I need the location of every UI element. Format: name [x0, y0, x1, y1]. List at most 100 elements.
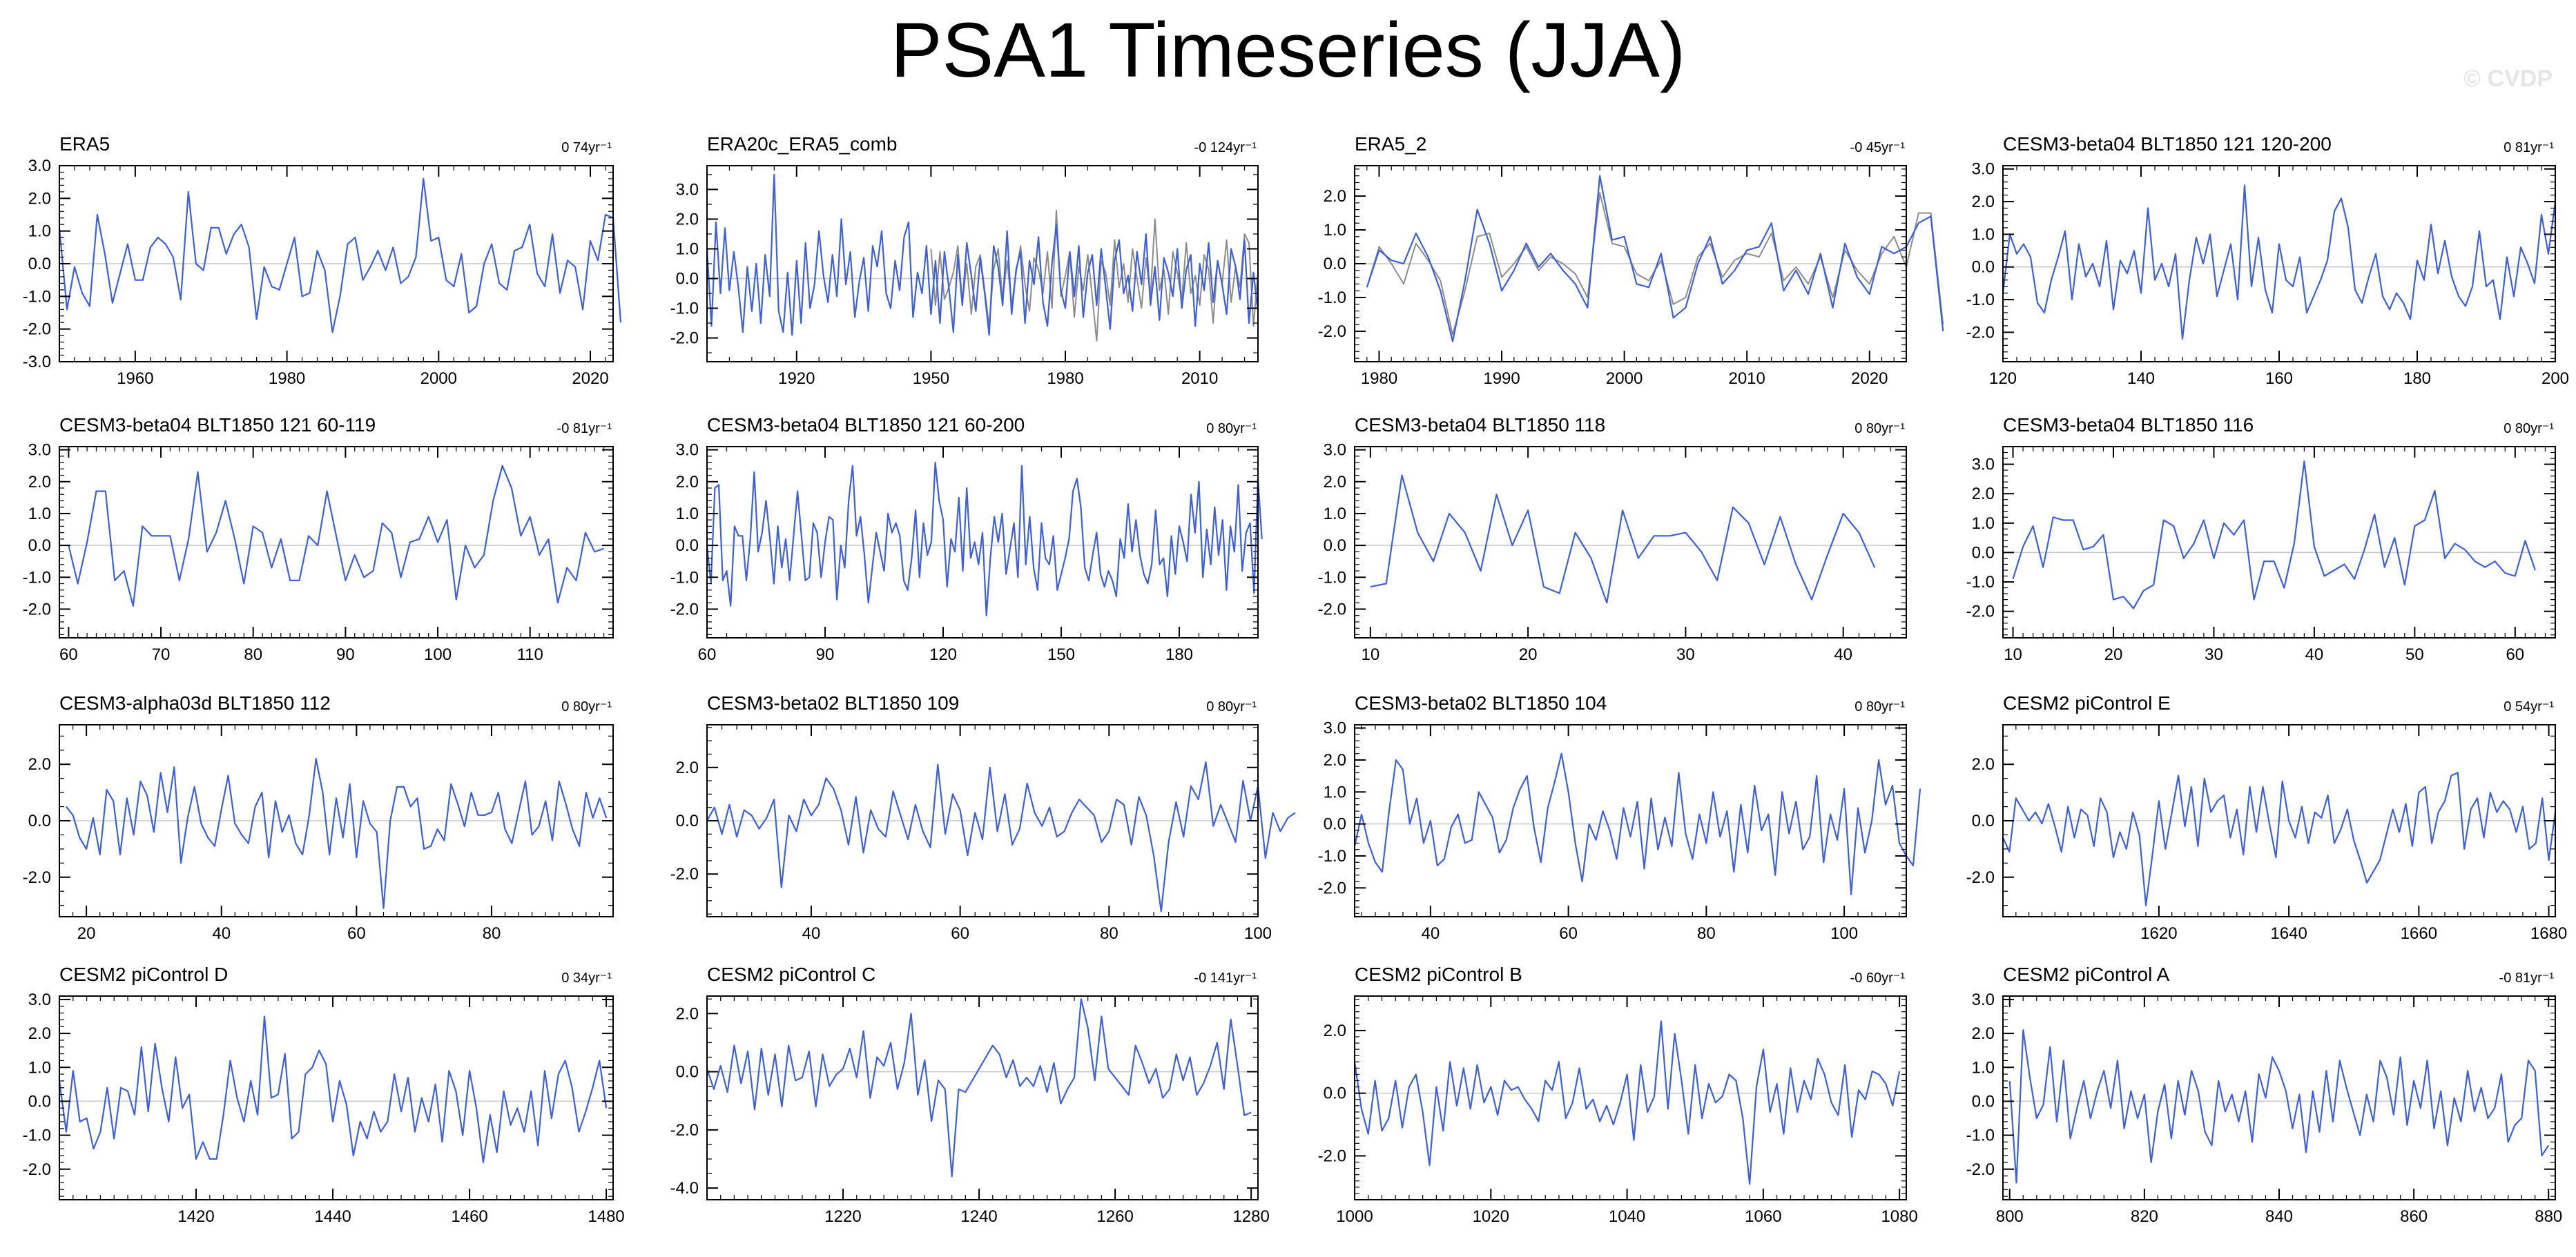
panel-title: CESM3-beta04 BLT1850 116 [2003, 414, 2254, 436]
y-tick-label: 2.0 [676, 1004, 699, 1023]
y-tick-label: 1.0 [1972, 514, 1995, 533]
y-tick-label: -3.0 [23, 353, 51, 371]
x-tick-label: 140 [2127, 369, 2155, 388]
x-tick-label: 70 [152, 645, 171, 664]
x-tick-label: 1260 [1096, 1207, 1133, 1226]
y-tick-label: 2.0 [1972, 755, 1995, 774]
x-tick-label: 20 [1519, 645, 1538, 664]
y-tick-label: 3.0 [1972, 456, 1995, 474]
y-tick-label: -2.0 [23, 1160, 51, 1179]
x-tick-label: 2020 [572, 369, 608, 388]
x-tick-label: 1980 [1047, 369, 1083, 388]
x-tick-label: 200 [2541, 369, 2569, 388]
y-tick-label: -2.0 [670, 1121, 699, 1140]
y-tick-label: -2.0 [1966, 603, 1995, 621]
panel-1: ERA5 0 74yr⁻¹ 1960 1980 2000 2020 -3.0 -2.0 -1.0… [23, 133, 622, 388]
x-tick-label: 10 [2004, 645, 2022, 664]
panel-title: CESM3-beta02 BLT1850 104 [1355, 692, 1607, 714]
panel-5: CESM3-beta04 BLT1850 121 60-119 -0 81yr⁻¹… [23, 414, 614, 664]
watermark: © CVDP [2463, 66, 2553, 92]
y-tick-label: 1.0 [1324, 783, 1346, 801]
x-tick-label: 60 [698, 645, 717, 664]
x-tick-label: 40 [802, 924, 821, 943]
y-tick-label: -1.0 [23, 568, 51, 587]
plot-frame [59, 446, 614, 639]
y-tick-label: 3.0 [1972, 991, 1995, 1009]
panel-title: CESM3-beta04 BLT1850 121 60-119 [59, 414, 376, 436]
y-tick-label: -4.0 [670, 1179, 699, 1198]
x-tick-label: 30 [2205, 645, 2223, 664]
panel-title: CESM2 piControl E [2003, 692, 2171, 714]
x-tick-label: 2000 [1606, 369, 1643, 388]
y-tick-label: 3.0 [28, 157, 51, 175]
x-tick-label: 1920 [778, 369, 815, 388]
x-tick-label: 1960 [117, 369, 153, 388]
y-tick-label: 2.0 [676, 210, 699, 228]
series-line-1 [706, 761, 1296, 913]
x-tick-label: 40 [2305, 645, 2324, 664]
x-tick-label: 1680 [2530, 924, 2567, 943]
x-tick-label: 80 [1100, 924, 1118, 943]
panel-trend: 0 80yr⁻¹ [1854, 699, 1905, 714]
y-tick-label: -1.0 [1966, 291, 1995, 309]
y-tick-label: 2.0 [28, 473, 51, 491]
panel-title: ERA5_2 [1355, 133, 1426, 155]
panel-title: CESM3-beta04 BLT1850 121 60-200 [707, 414, 1025, 436]
y-tick-label: 0.0 [676, 270, 699, 289]
series-line-1 [2012, 460, 2536, 610]
x-tick-label: 2010 [1728, 369, 1765, 388]
y-tick-label: 0.0 [28, 1092, 51, 1111]
series-line-1 [706, 173, 1259, 336]
y-tick-label: 2.0 [676, 473, 699, 491]
series-line-1 [65, 757, 608, 909]
plot-frame [2002, 165, 2556, 362]
x-tick-label: 180 [2403, 369, 2431, 388]
panel-trend: 0 54yr⁻¹ [2504, 699, 2554, 714]
x-tick-label: 1280 [1232, 1207, 1269, 1226]
x-tick-label: 60 [1559, 924, 1578, 943]
page-title: PSA1 Timeseries (JJA) [890, 7, 1686, 93]
panel-title: CESM3-beta02 BLT1850 109 [707, 692, 959, 714]
panel-trend: -0 124yr⁻¹ [1194, 140, 1257, 155]
x-tick-label: 90 [816, 645, 835, 664]
y-tick-label: 0.0 [676, 536, 699, 555]
x-tick-label: 120 [1989, 369, 2017, 388]
x-tick-label: 1640 [2270, 924, 2307, 943]
plot-frame [1354, 724, 1907, 917]
x-tick-label: 60 [59, 645, 78, 664]
y-tick-label: 2.0 [1324, 473, 1346, 491]
series-line-1 [2002, 184, 2557, 340]
y-tick-label: 1.0 [676, 505, 699, 523]
x-tick-label: 1020 [1473, 1207, 1509, 1226]
panel-trend: 0 80yr⁻¹ [1854, 421, 1905, 436]
x-tick-label: 1620 [2140, 924, 2177, 943]
x-tick-label: 50 [2405, 645, 2424, 664]
y-tick-label: -1.0 [1966, 573, 1995, 592]
y-tick-label: 0.0 [1324, 536, 1346, 555]
x-tick-label: 100 [1244, 924, 1272, 943]
x-tick-label: 100 [424, 645, 452, 664]
y-tick-label: 0.0 [676, 812, 699, 830]
y-tick-label: 0.0 [1324, 815, 1346, 834]
plot-frame [2002, 446, 2556, 639]
panel-trend: 0 81yr⁻¹ [2504, 140, 2554, 155]
panel-13: CESM2 piControl D 0 34yr⁻¹ 1420 1440 1460 148… [23, 964, 625, 1226]
panel-15: CESM2 piControl B -0 60yr⁻¹ 1000 1020 1040 10… [1318, 964, 1918, 1226]
y-tick-label: 2.0 [1324, 751, 1346, 770]
x-tick-label: 100 [1830, 924, 1858, 943]
y-tick-label: 2.0 [28, 1024, 51, 1043]
x-tick-label: 2010 [1181, 369, 1218, 388]
panel-trend: -0 60yr⁻¹ [1850, 971, 1906, 986]
x-tick-label: 60 [2506, 645, 2524, 664]
x-tick-label: 1480 [588, 1207, 624, 1226]
x-tick-label: 120 [929, 645, 957, 664]
y-tick-label: 1.0 [1972, 1058, 1995, 1077]
x-tick-label: 180 [1165, 645, 1193, 664]
y-tick-label: 1.0 [28, 1058, 51, 1077]
x-tick-label: 1440 [314, 1207, 351, 1226]
series-line-1 [68, 465, 604, 607]
panel-trend: -0 81yr⁻¹ [2499, 971, 2555, 986]
x-tick-label: 160 [2265, 369, 2293, 388]
series-line-1 [1366, 175, 1944, 342]
y-tick-label: 3.0 [1324, 719, 1346, 738]
